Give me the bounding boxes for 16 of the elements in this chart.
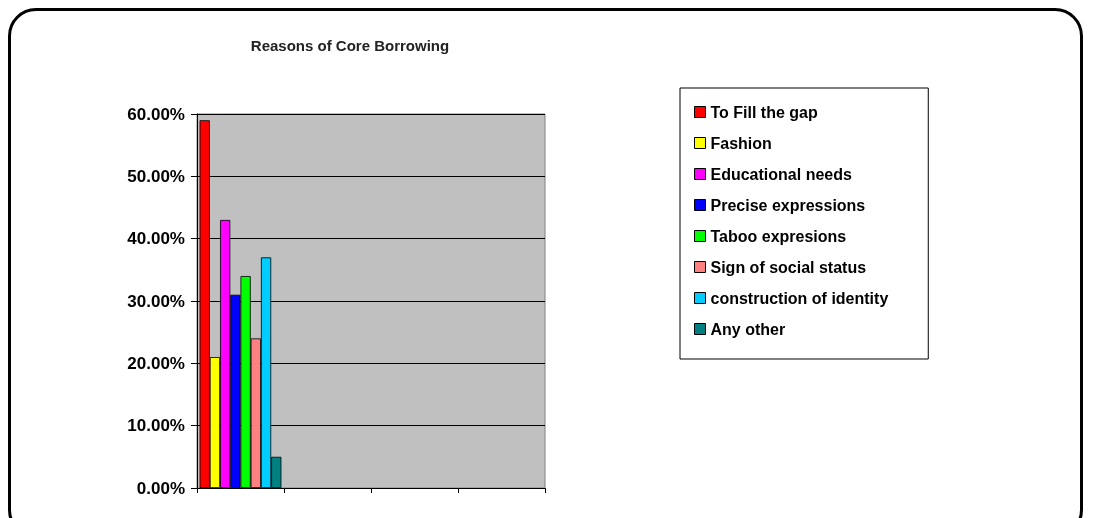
legend-label: Sign of social status [710, 258, 867, 276]
y-tick-label: 20.00% [127, 353, 185, 373]
y-tick-label: 40.00% [127, 229, 185, 249]
legend-label: Educational needs [710, 165, 852, 183]
y-tick-label: 50.00% [127, 166, 185, 186]
y-tick-label: 10.00% [127, 416, 185, 436]
legend-label: Precise expressions [710, 196, 866, 214]
legend-label: Taboo expresions [710, 227, 847, 245]
y-tick-label: 60.00% [127, 104, 185, 124]
legend-label: Any other [710, 320, 786, 338]
legend-label: construction of identity [710, 289, 889, 307]
y-tick-label: 30.00% [127, 291, 185, 311]
legend-label: Fashion [710, 134, 772, 152]
y-tick-label: 0.00% [136, 478, 185, 498]
legend-label: To Fill the gap [710, 103, 818, 121]
chart-title: Reasons of Core Borrowing [250, 37, 450, 54]
